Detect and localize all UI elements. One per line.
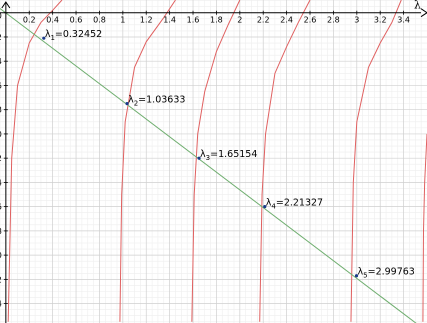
y-tick-label: -8 bbox=[0, 106, 2, 115]
x-tick-label: 0.8 bbox=[93, 16, 106, 25]
y-tick-label: 0 bbox=[0, 12, 2, 21]
point-label-3: λ3=1.65154 bbox=[200, 149, 257, 162]
x-tick-label: 1.6 bbox=[187, 16, 200, 25]
y-tick-label: -2 bbox=[0, 33, 2, 42]
x-tick-label: 1.4 bbox=[163, 16, 176, 25]
y-tick-label: -10 bbox=[0, 130, 2, 139]
x-tick-label: 1.2 bbox=[140, 16, 153, 25]
x-tick-label: 0.6 bbox=[70, 16, 83, 25]
intersection-points: λ1=0.32452λ2=1.03633λ3=1.65154λ4=2.21327… bbox=[42, 29, 415, 280]
y-tick-label: -20 bbox=[0, 251, 2, 260]
x-tick-label: 2 bbox=[237, 16, 242, 25]
x-tick-label: 3 bbox=[354, 16, 359, 25]
x-tick-label: 0.2 bbox=[23, 16, 36, 25]
curve-branch-6 bbox=[423, 134, 427, 322]
point-label-4: λ4=2.21327 bbox=[266, 198, 323, 211]
x-axis-arrow bbox=[421, 9, 427, 17]
y-tick-label: -4 bbox=[0, 57, 2, 66]
point-label-2: λ2=1.03633 bbox=[128, 95, 185, 108]
y-tick-label: -12 bbox=[0, 154, 2, 163]
x-tick-label: 1.8 bbox=[210, 16, 223, 25]
x-tick-label: 1 bbox=[120, 16, 125, 25]
x-tick-label: 2.2 bbox=[257, 16, 270, 25]
y-tick-label: -24 bbox=[0, 300, 2, 309]
y-tick-label: -14 bbox=[0, 178, 2, 187]
y-tick-label: -16 bbox=[0, 203, 2, 212]
x-tick-label: 2.4 bbox=[280, 16, 293, 25]
x-tick-label: 2.8 bbox=[327, 16, 340, 25]
y-tick-label: -18 bbox=[0, 227, 2, 236]
x-tick-label: 3.2 bbox=[374, 16, 387, 25]
x-tick-label: 0.4 bbox=[46, 16, 59, 25]
y-tick-label: -22 bbox=[0, 275, 2, 284]
x-tick-label: 3.4 bbox=[397, 16, 410, 25]
x-tick-label: 2.6 bbox=[304, 16, 317, 25]
x-axis-label: λ bbox=[414, 0, 421, 12]
y-tick-label: -6 bbox=[0, 81, 2, 90]
